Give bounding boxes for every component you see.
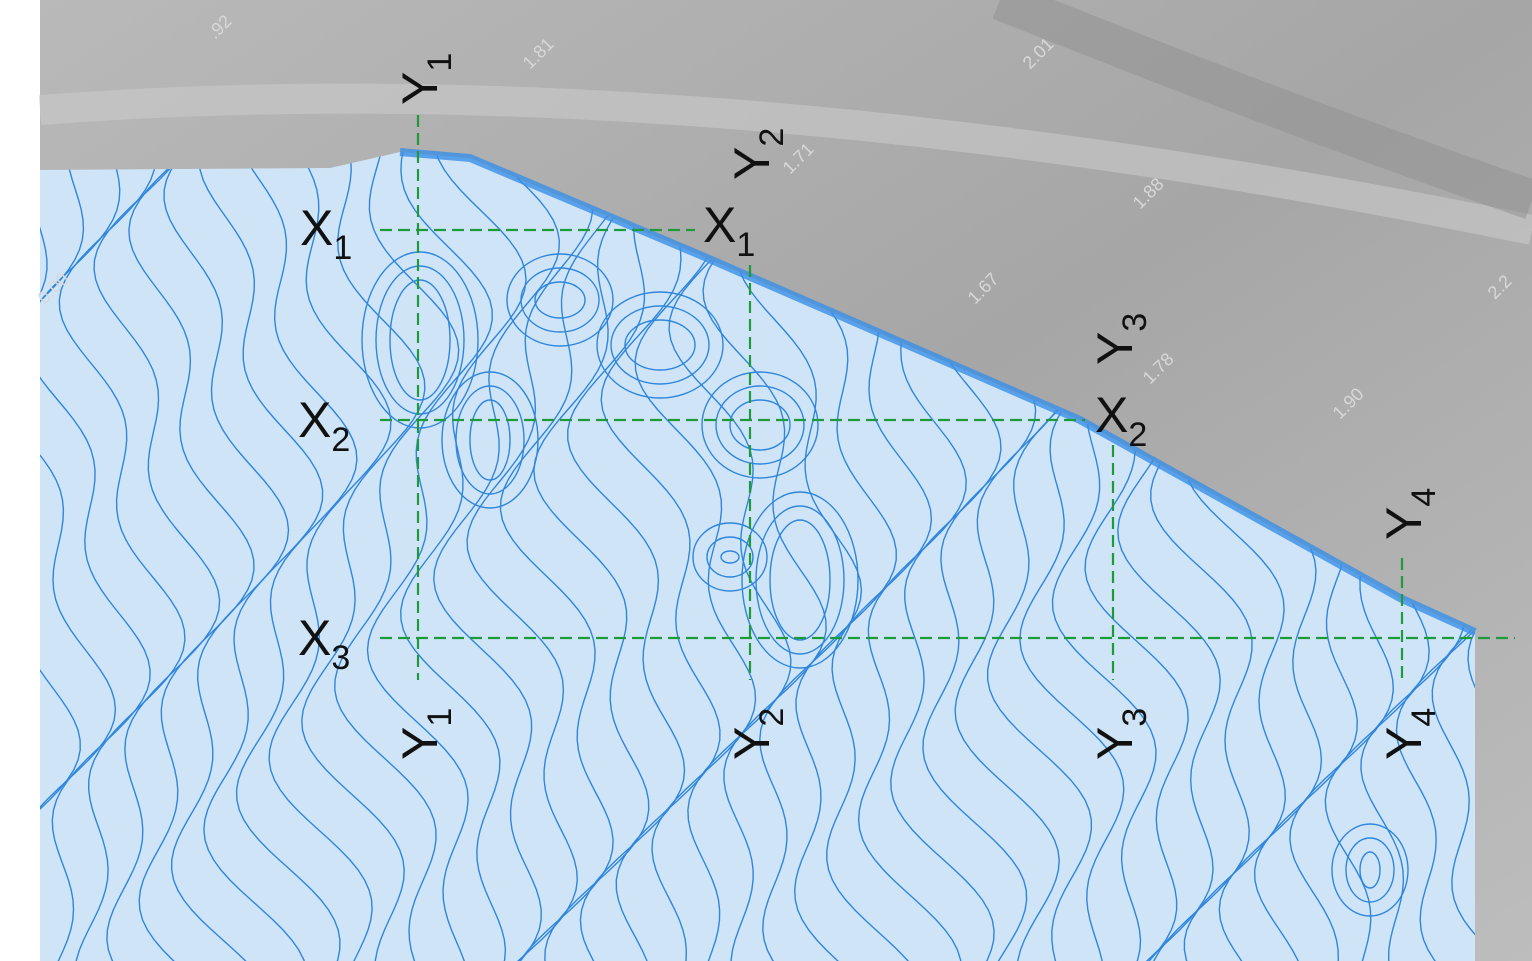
contour	[469, 399, 511, 481]
terrain	[992, 0, 1532, 219]
section-index: 3	[1116, 708, 1154, 727]
section-index: 2	[1128, 416, 1147, 454]
section-letter: X	[298, 610, 331, 666]
section-letter: X	[298, 392, 331, 448]
section-label: Y1	[392, 53, 459, 105]
section-index: 1	[421, 708, 459, 727]
section-index: 4	[1405, 708, 1443, 727]
contour	[301, 152, 426, 961]
contour	[433, 152, 561, 961]
contour	[520, 267, 600, 333]
terrain	[38, 83, 1532, 245]
contour	[58, 152, 186, 961]
section-label: Y4	[1376, 708, 1443, 760]
section-letter: X	[1095, 387, 1128, 443]
section-letter: Y	[724, 727, 780, 760]
contour	[40, 152, 81, 961]
section-index: 2	[753, 708, 791, 727]
contour	[720, 550, 740, 564]
contour	[702, 152, 827, 961]
section-label: X2	[298, 392, 350, 459]
section-letter: Y	[1087, 727, 1143, 760]
contour	[334, 152, 460, 961]
section-letter: Y	[392, 727, 448, 760]
shoreline	[399, 148, 1477, 636]
contour	[499, 152, 627, 961]
contour	[1345, 837, 1395, 903]
section-index: 1	[421, 53, 459, 72]
contour	[375, 265, 465, 415]
contour	[198, 152, 324, 961]
contour	[715, 385, 805, 465]
section-label: X1	[300, 200, 352, 267]
contour	[706, 536, 754, 578]
contour	[596, 291, 724, 399]
contour	[624, 319, 696, 371]
contour	[366, 152, 493, 961]
contour	[128, 152, 255, 961]
section-index: 2	[753, 128, 791, 147]
contour	[692, 522, 768, 592]
contour	[600, 152, 721, 961]
contour	[441, 371, 539, 509]
section-label: X1	[703, 197, 755, 264]
section-label: X3	[298, 610, 350, 677]
contour	[389, 279, 451, 401]
contour	[1331, 823, 1409, 917]
contour	[455, 385, 525, 495]
section-letter: Y	[1087, 332, 1143, 365]
section-letter: Y	[392, 72, 448, 105]
contour	[741, 491, 859, 669]
contour	[1359, 851, 1381, 889]
contour	[534, 281, 586, 319]
contour	[755, 505, 845, 655]
section-label: Y3	[1087, 313, 1154, 365]
contour	[729, 399, 791, 451]
section-index: 4	[1405, 488, 1443, 507]
section-index: 1	[333, 229, 352, 267]
contour	[163, 152, 290, 961]
contour	[736, 152, 863, 961]
contour	[235, 152, 358, 961]
section-index: 1	[736, 226, 755, 264]
section-letter: Y	[1376, 507, 1432, 540]
section-label: Y2	[724, 708, 791, 760]
contour	[361, 251, 479, 429]
contour	[567, 152, 686, 961]
contour	[668, 152, 792, 961]
contour	[610, 305, 710, 385]
contour	[769, 519, 831, 641]
contour	[400, 152, 527, 961]
contour	[506, 253, 614, 347]
section-letter: X	[300, 200, 333, 256]
section-index: 3	[331, 639, 350, 677]
section-letter: Y	[1376, 727, 1432, 760]
section-letter: Y	[724, 147, 780, 180]
contour	[40, 152, 151, 961]
section-index: 2	[331, 421, 350, 459]
contour	[701, 371, 819, 479]
section-label: Y4	[1376, 488, 1443, 540]
section-label: X2	[1095, 387, 1147, 454]
contour	[634, 152, 757, 961]
section-label: Y2	[724, 128, 791, 180]
section-lines	[380, 115, 1515, 680]
contour	[93, 152, 221, 961]
section-index: 3	[1116, 313, 1154, 332]
contour	[268, 152, 392, 961]
contour	[533, 152, 660, 961]
section-letter: X	[703, 197, 736, 253]
contour	[466, 152, 594, 961]
section-label: Y1	[392, 708, 459, 760]
section-label: Y3	[1087, 708, 1154, 760]
